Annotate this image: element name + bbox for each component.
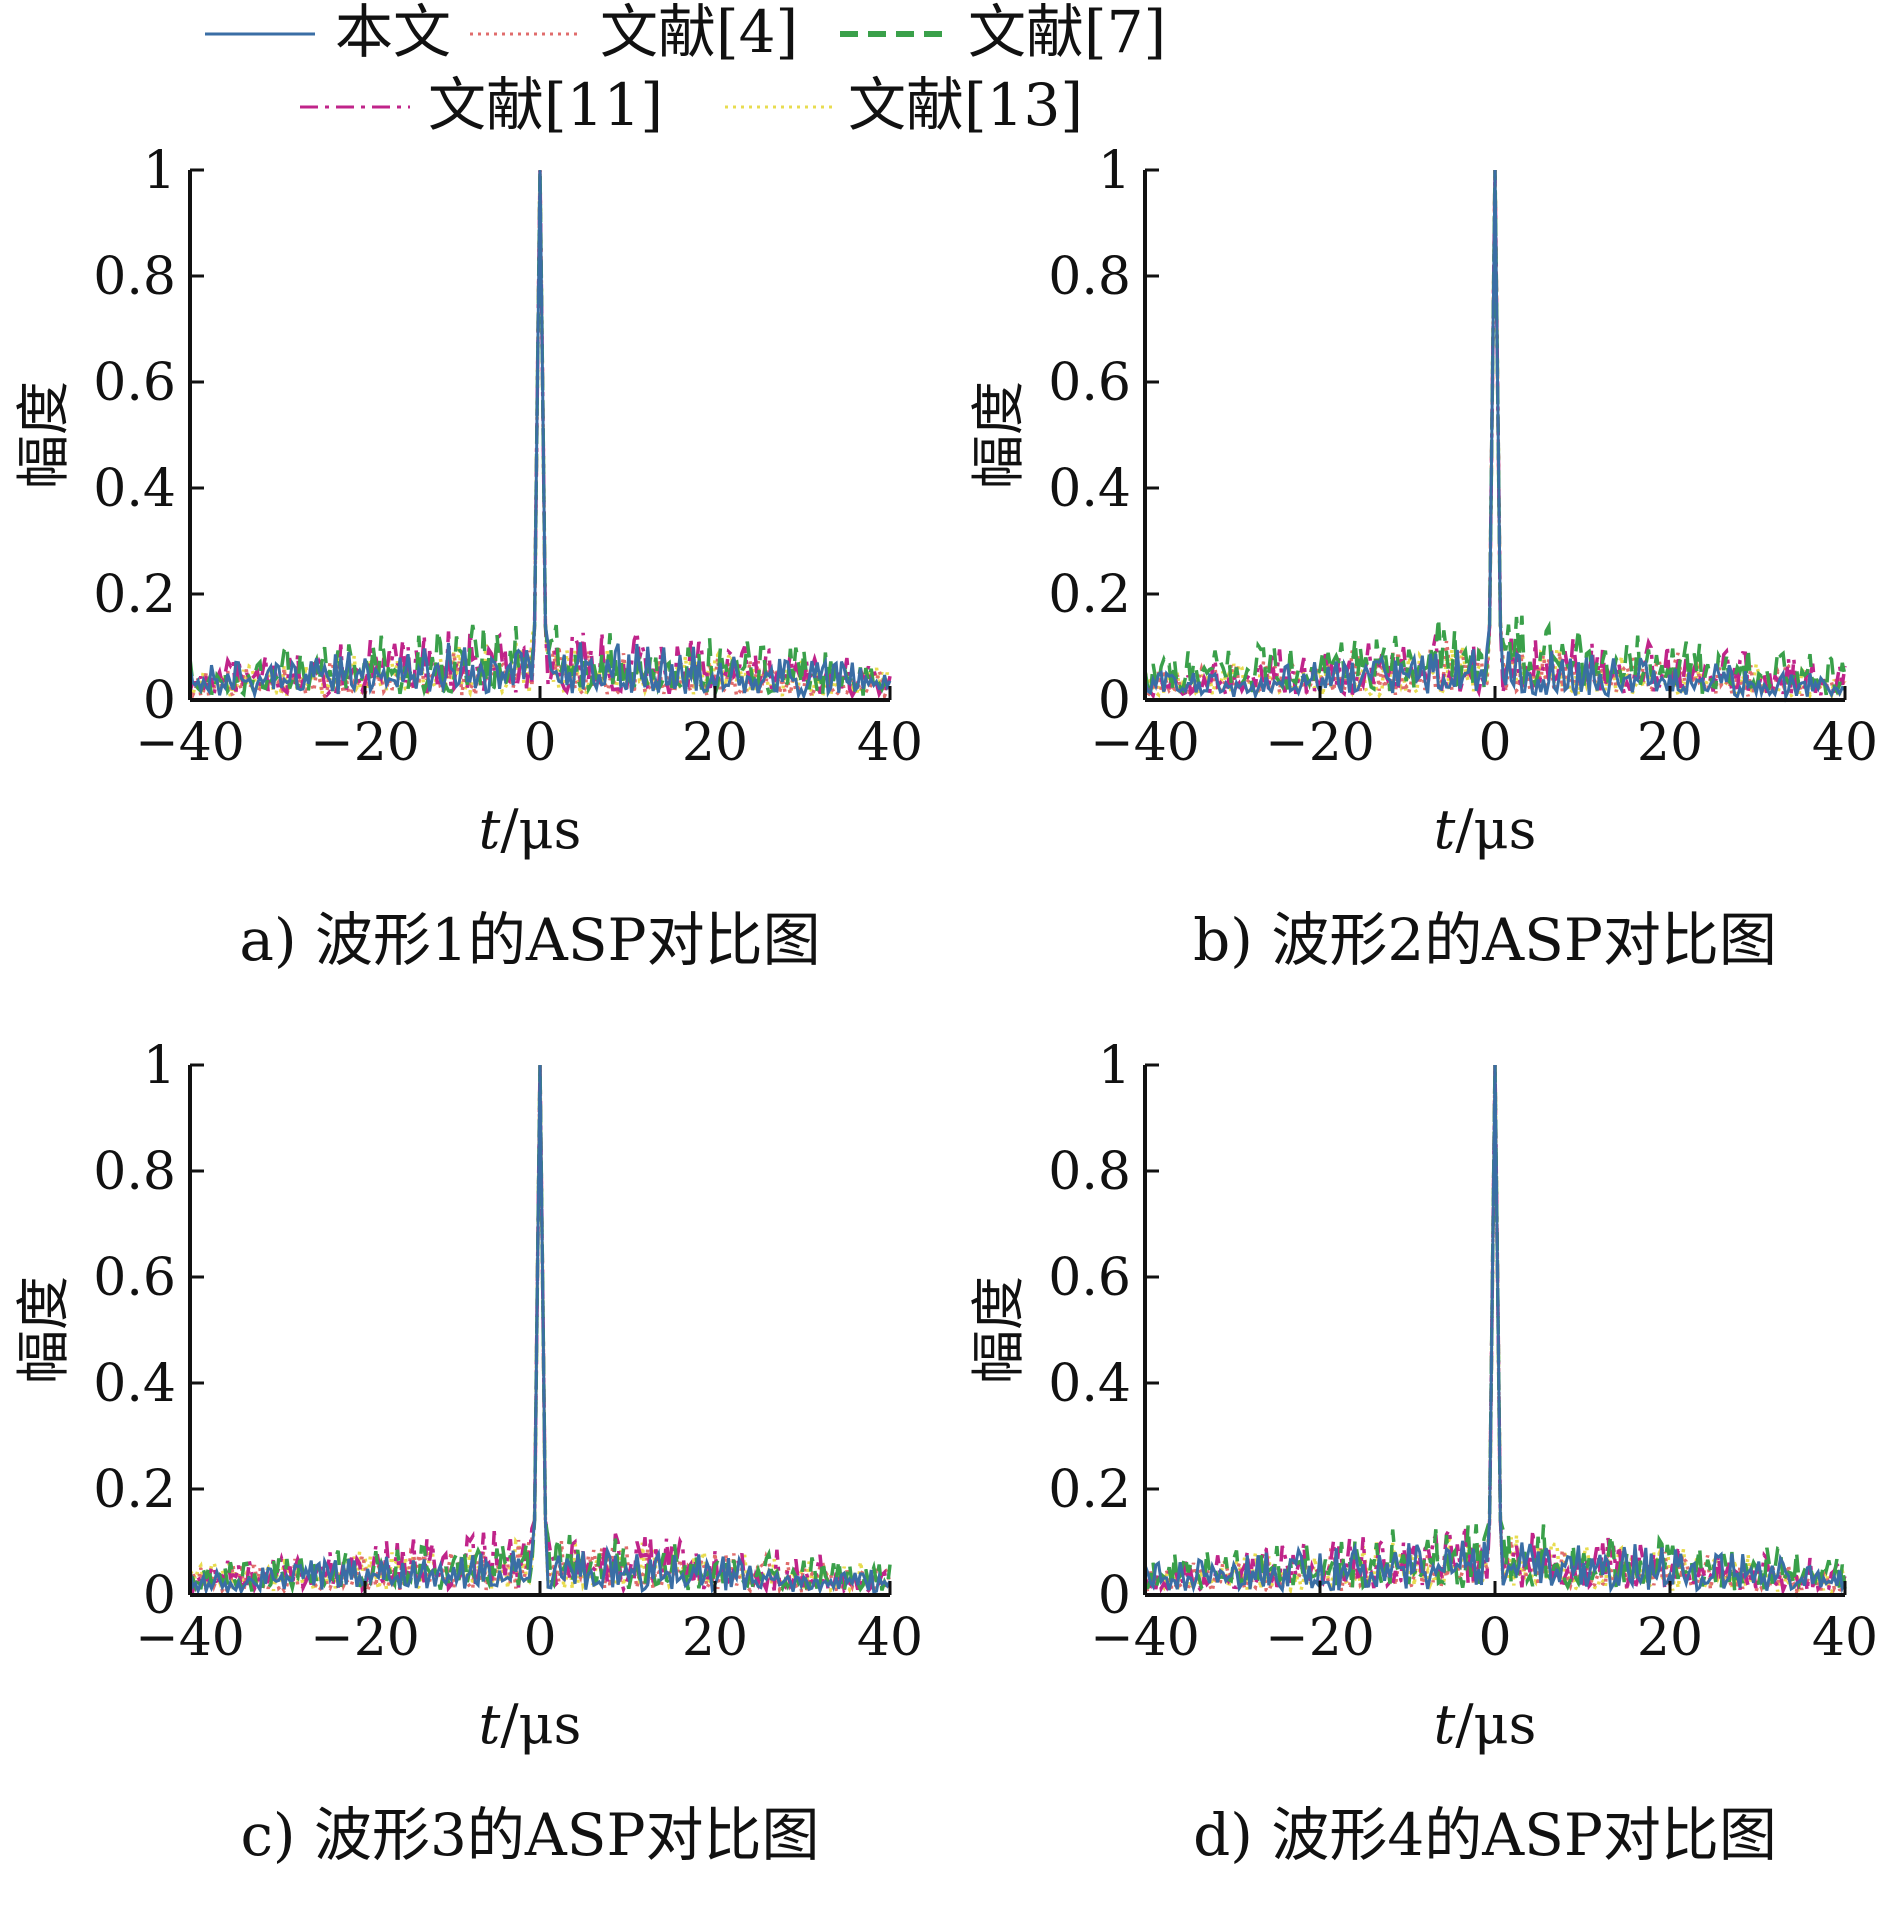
series-group: [1143, 169, 1847, 703]
y-tick-label: 1: [1098, 141, 1131, 201]
y-tick-label: 0.8: [1048, 247, 1131, 307]
x-axis-label-unit: /μs: [500, 798, 581, 861]
x-axis-label-unit: /μs: [1455, 1693, 1536, 1756]
x-tick-label: −40: [1090, 1608, 1200, 1668]
y-axis-label: 幅度: [12, 1276, 75, 1384]
x-axis-label: t/μs: [1434, 1693, 1537, 1756]
chart-panel-a: 0 0.2 0.4 0.6 0.8 1 −40 −20 0 20 40 幅度 t/μs a) 波形1的AS…: [0, 140, 940, 1030]
x-tick-label: 20: [682, 713, 748, 773]
chart-caption: a) 波形1的ASP对比图: [239, 906, 820, 974]
y-tick-label: 0.2: [1048, 565, 1131, 625]
chart-panel-b: 0 0.2 0.4 0.6 0.8 1 −40 −20 0 20 40 幅度 t/μs b) 波形2的AS…: [955, 140, 1879, 1030]
y-tick-label: 0: [1098, 1566, 1131, 1626]
y-tick-label: 0.2: [1048, 1460, 1131, 1520]
x-tick-label: 40: [857, 713, 923, 773]
y-tick-label: 0.2: [93, 565, 176, 625]
y-tick-label: 0.4: [1048, 1354, 1131, 1414]
x-axis-label-var: t: [1434, 798, 1456, 861]
chart-svg-b: 0 0.2 0.4 0.6 0.8 1 −40 −20 0 20 40 幅度 t/μs b) 波形2的AS…: [967, 141, 1878, 974]
legend-label: 文献[4]: [600, 0, 798, 66]
legend-entry: 本文: [205, 0, 451, 66]
legend-entry: 文献[4]: [470, 0, 798, 66]
x-tick-label: −20: [310, 1608, 420, 1668]
y-tick-label: 0.8: [93, 247, 176, 307]
legend-label: 文献[7]: [968, 0, 1166, 66]
y-tick-label: 0.6: [1048, 1248, 1131, 1308]
y-tick-label: 0.4: [93, 459, 176, 519]
x-tick-label: 20: [682, 1608, 748, 1668]
y-tick-label: 1: [143, 1036, 176, 1096]
x-axis-label-unit: /μs: [500, 1693, 581, 1756]
chart-caption: b) 波形2的ASP对比图: [1193, 906, 1777, 974]
chart-svg-c: 0 0.2 0.4 0.6 0.8 1 −40 −20 0 20 40 幅度 t/μs c) 波形3的AS…: [12, 1036, 923, 1869]
x-tick-label: −40: [135, 713, 245, 773]
x-axis-label-var: t: [1434, 1693, 1456, 1756]
x-axis-label-var: t: [479, 798, 501, 861]
y-axis-label: 幅度: [967, 1276, 1030, 1384]
y-tick-label: 0.4: [93, 1354, 176, 1414]
series-line: [1143, 169, 1846, 703]
x-tick-label: −40: [1090, 713, 1200, 773]
chart-panel-c: 0 0.2 0.4 0.6 0.8 1 −40 −20 0 20 40 幅度 t/μs c) 波形3的AS…: [0, 1035, 940, 1925]
x-axis-label-var: t: [479, 1693, 501, 1756]
legend: 本文 文献[4] 文献[7] 文献[11] 文献[13]: [205, 0, 1166, 139]
x-tick-label: 20: [1637, 1608, 1703, 1668]
y-tick-label: 0: [1098, 671, 1131, 731]
y-tick-label: 0.6: [93, 1248, 176, 1308]
chart-caption: c) 波形3的ASP对比图: [240, 1801, 819, 1869]
x-tick-label: −20: [1265, 713, 1375, 773]
series-group: [188, 169, 892, 703]
x-tick-label: 40: [1812, 1608, 1878, 1668]
legend-entry: 文献[11]: [300, 71, 663, 139]
chart-caption: d) 波形4的ASP对比图: [1193, 1801, 1777, 1869]
x-tick-label: −20: [1265, 1608, 1375, 1668]
series-line: [1143, 1064, 1847, 1594]
legend-label: 文献[11]: [428, 71, 663, 139]
x-tick-label: −40: [135, 1608, 245, 1668]
legend-label: 文献[13]: [848, 71, 1083, 139]
x-tick-label: 40: [857, 1608, 923, 1668]
x-tick-label: 0: [1478, 1608, 1511, 1668]
x-axis-label: t/μs: [1434, 798, 1537, 861]
series-line: [189, 1064, 891, 1597]
y-tick-label: 0.8: [93, 1142, 176, 1202]
series-line: [188, 169, 892, 701]
y-axis-label: 幅度: [967, 381, 1030, 489]
y-tick-label: 0: [143, 1566, 176, 1626]
legend-entry: 文献[7]: [840, 0, 1166, 66]
chart-panel-d: 0 0.2 0.4 0.6 0.8 1 −40 −20 0 20 40 幅度 t/μs d) 波形4的AS…: [955, 1035, 1879, 1925]
x-tick-label: −20: [310, 713, 420, 773]
x-tick-label: 20: [1637, 713, 1703, 773]
x-axis-label: t/μs: [479, 1693, 582, 1756]
y-tick-label: 0.6: [1048, 353, 1131, 413]
x-tick-label: 40: [1812, 713, 1878, 773]
series-group: [1143, 1064, 1847, 1598]
x-tick-label: 0: [1478, 713, 1511, 773]
series-group: [188, 1064, 892, 1599]
legend-label: 本文: [335, 0, 451, 66]
y-tick-label: 1: [143, 141, 176, 201]
y-tick-label: 1: [1098, 1036, 1131, 1096]
x-tick-label: 0: [523, 1608, 556, 1668]
series-line: [188, 1064, 892, 1598]
y-tick-label: 0.2: [93, 1460, 176, 1520]
chart-svg-a: 0 0.2 0.4 0.6 0.8 1 −40 −20 0 20 40 幅度 t/μs a) 波形1的AS…: [12, 141, 923, 974]
legend-entry: 文献[13]: [725, 71, 1083, 139]
y-tick-label: 0: [143, 671, 176, 731]
x-tick-label: 0: [523, 713, 556, 773]
y-tick-label: 0.4: [1048, 459, 1131, 519]
y-tick-label: 0.8: [1048, 1142, 1131, 1202]
y-axis-label: 幅度: [12, 381, 75, 489]
chart-svg-d: 0 0.2 0.4 0.6 0.8 1 −40 −20 0 20 40 幅度 t/μs d) 波形4的AS…: [967, 1036, 1878, 1869]
x-axis-label: t/μs: [479, 798, 582, 861]
y-tick-label: 0.6: [93, 353, 176, 413]
x-axis-label-unit: /μs: [1455, 798, 1536, 861]
